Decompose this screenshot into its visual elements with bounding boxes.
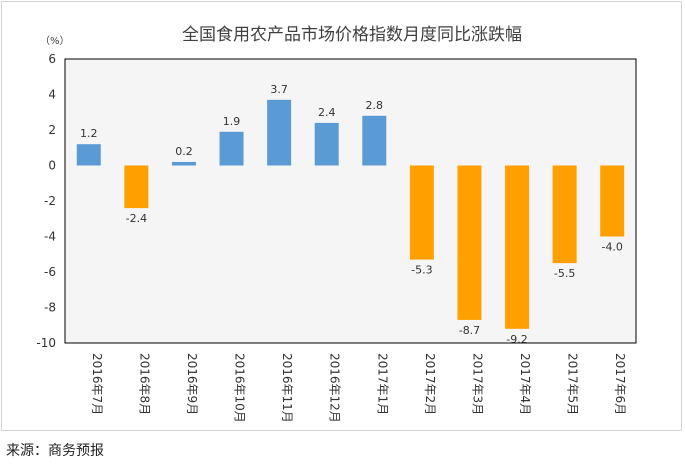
bar [409, 165, 434, 260]
chart-frame: 全国食用农产品市场价格指数月度同比涨跌幅 （%） -10 -8 -6 -4 -2 0 2 4 6… [1, 1, 682, 431]
bar [219, 131, 244, 166]
x-tick-label: 2017年4月 [518, 353, 532, 415]
x-tick-label: 2016年7月 [90, 353, 104, 415]
data-label: 1.2 [80, 127, 98, 140]
x-tick-label: 2016年10月 [233, 353, 247, 423]
data-label: -5.3 [411, 264, 432, 277]
data-label: -8.7 [459, 324, 480, 337]
x-tick-label: 2017年1月 [375, 353, 389, 415]
x-tick-label: 2016年9月 [185, 353, 199, 415]
data-label: -2.4 [126, 212, 147, 225]
x-tick-label: 2016年8月 [137, 353, 151, 415]
bar [505, 165, 530, 329]
bar [600, 165, 625, 237]
data-label: 1.9 [223, 115, 241, 128]
source-note: 来源：商务预报 [6, 443, 104, 459]
bar [314, 122, 339, 166]
y-tick-label: -6 [44, 265, 56, 279]
data-label: 2.8 [366, 99, 384, 112]
data-label: 3.7 [270, 83, 288, 96]
bar [171, 161, 196, 166]
y-tick-label: 4 [48, 88, 56, 102]
x-tick-label: 2017年3月 [470, 353, 484, 415]
bar [267, 99, 292, 166]
data-label: -5.5 [554, 267, 575, 280]
x-tick-label: 2016年12月 [328, 353, 342, 423]
y-tick-label: -4 [44, 230, 56, 244]
bar [552, 165, 577, 264]
chart: 全国食用农产品市场价格指数月度同比涨跌幅 （%） -10 -8 -6 -4 -2 0 2 4 6… [36, 25, 637, 423]
bar [124, 165, 149, 209]
y-tick-label: -2 [44, 194, 56, 208]
y-tick-label: 6 [48, 52, 56, 66]
y-tick-label: -8 [44, 301, 56, 315]
x-tick-label: 2016年11月 [280, 353, 294, 423]
bar [76, 144, 101, 166]
bar [457, 165, 482, 320]
data-label: 0.2 [175, 145, 193, 158]
y-tick-label: 2 [48, 123, 56, 137]
data-label: -9.2 [506, 333, 527, 346]
x-tick-label: 2017年2月 [423, 353, 437, 415]
x-tick-label: 2017年6月 [613, 353, 627, 415]
y-tick-label: -10 [36, 336, 56, 350]
x-tick-label: 2017年5月 [566, 353, 580, 415]
y-tick-label: 0 [48, 159, 56, 173]
y-axis-unit-label: （%） [40, 35, 70, 47]
plot-area [65, 59, 636, 343]
plot-border [64, 58, 637, 344]
data-label: 2.4 [318, 106, 336, 119]
chart-title: 全国食用农产品市场价格指数月度同比涨跌幅 [182, 25, 522, 45]
data-label: -4.0 [601, 241, 622, 254]
bar [362, 115, 387, 166]
